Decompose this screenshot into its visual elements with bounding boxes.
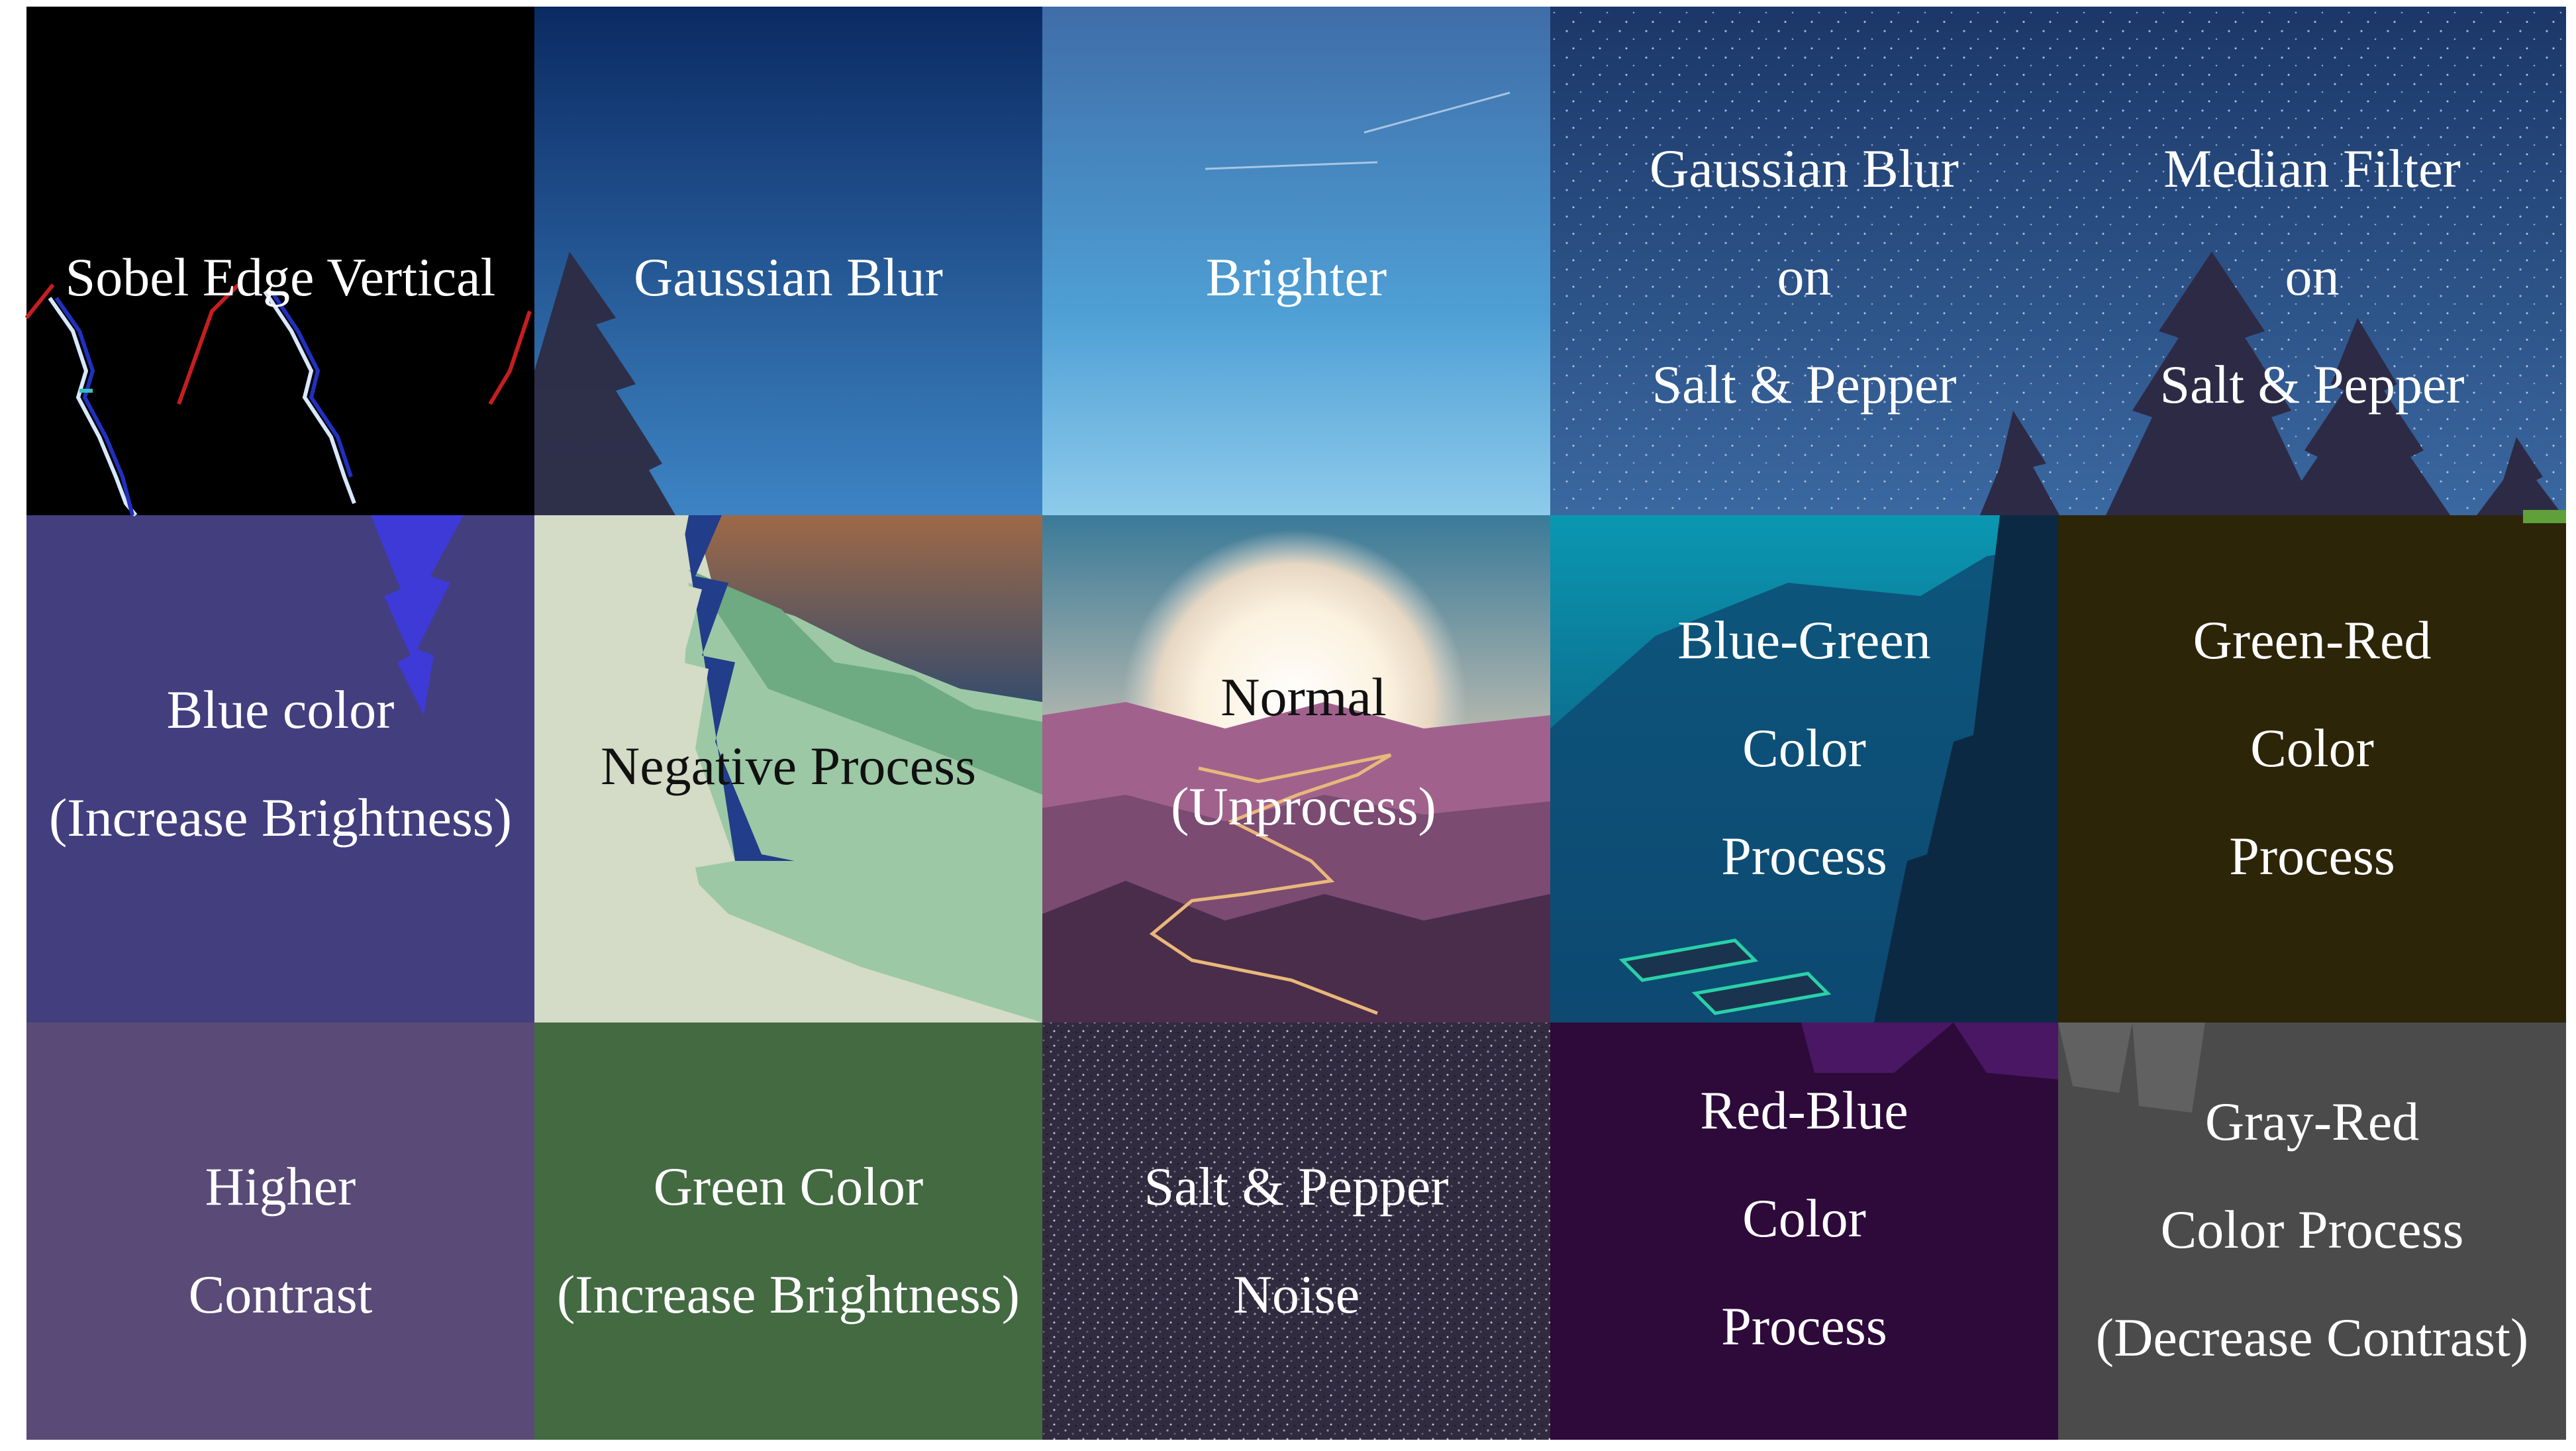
- label-blue-color: Blue color (Increase Brightness): [48, 679, 512, 848]
- sobel-edge-lines: [25, 283, 532, 517]
- bluegreen-steps: [1618, 938, 1832, 1015]
- tile-greenred-bg: [2058, 515, 2566, 1023]
- label-red-blue: Red-Blue Color Process: [1700, 1080, 1908, 1356]
- tile-noise-bg: [1042, 1023, 1550, 1440]
- label-higher-contrast: Higher Contrast: [188, 1156, 373, 1325]
- negative-tree-edge: [682, 515, 795, 861]
- sobel-blue-tree-edge: [371, 515, 464, 715]
- label-salt-pepper-noise: Salt & Pepper Noise: [1144, 1156, 1449, 1325]
- negative-mountain-back: [689, 570, 1042, 795]
- tile-redblue-bg: [1550, 1023, 2058, 1440]
- negative-sky: [695, 515, 1042, 715]
- label-normal: Normal (Unprocess): [1171, 667, 1436, 836]
- label-blue-green: Blue-Green Color Process: [1677, 610, 1931, 886]
- label-negative-process: Negative Process: [601, 736, 976, 796]
- label-gaussian-blur: Gaussian Blur: [634, 247, 943, 307]
- forest-front: [1042, 881, 1550, 1023]
- night-trees: [1980, 252, 2563, 515]
- negative-mountain: [675, 583, 1042, 1023]
- label-green-color: Green Color (Increase Brightness): [556, 1156, 1020, 1325]
- label-gaussian-blur-salt-pepper: Gaussian Blur on Salt & Pepper: [1650, 138, 1959, 415]
- label-brighter: Brighter: [1205, 247, 1387, 307]
- tile-brighter-bg: [1042, 7, 1550, 515]
- grayred-bars: [2058, 1023, 2205, 1113]
- negative-tree: [534, 515, 735, 1023]
- gaussian-tree: [534, 252, 675, 515]
- label-gray-red: Gray-Red Color Process (Decrease Contras…: [2095, 1091, 2529, 1368]
- river-path: [1149, 753, 1392, 1015]
- tile-green-bg: [534, 1023, 1042, 1440]
- redblue-bars: [1801, 1023, 2058, 1079]
- tile-contrast-bg: [26, 1023, 534, 1440]
- bluegreen-tree: [1874, 515, 2058, 1023]
- label-sobel-edge-vertical: Sobel Edge Vertical: [65, 247, 496, 307]
- label-median-filter-salt-pepper: Median Filter on Salt & Pepper: [2159, 138, 2465, 415]
- shooting-star: [1205, 91, 1511, 170]
- green-grass-strip: [2523, 510, 2566, 523]
- tile-blue-bg: [26, 515, 534, 1023]
- tile-sobel-bg: [26, 7, 534, 515]
- label-green-red: Green-Red Color Process: [2193, 610, 2432, 886]
